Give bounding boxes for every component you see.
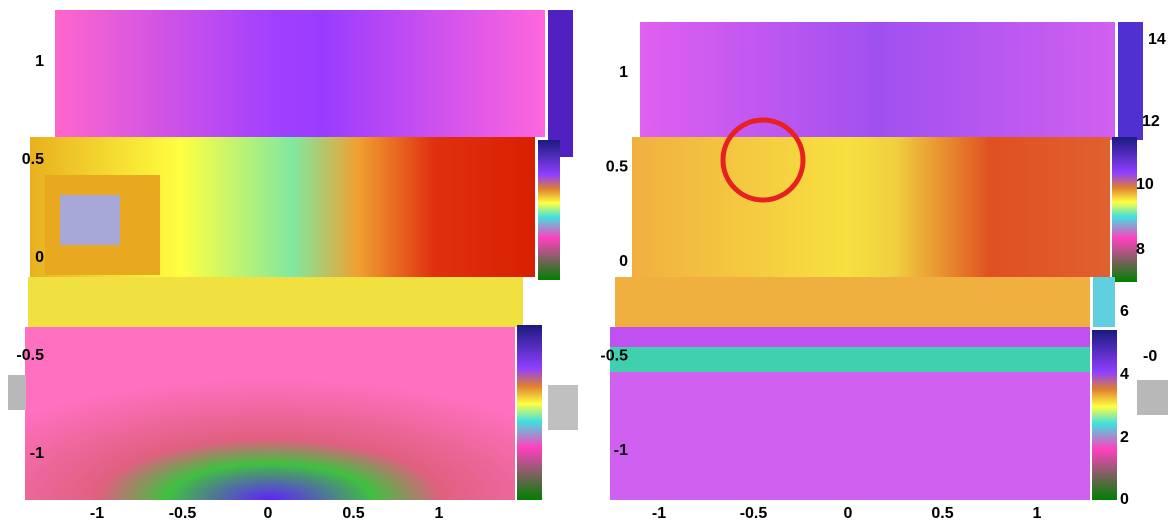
x-tick-label: 0.5 xyxy=(342,505,364,522)
gray-block xyxy=(1137,380,1168,415)
heatmap-band xyxy=(640,22,1115,140)
x-tick-label: -0.5 xyxy=(740,505,768,522)
y-tick-label: -0.5 xyxy=(600,348,628,365)
heatmap-band xyxy=(25,327,515,500)
y-tick-label: -1 xyxy=(30,445,44,462)
colorbar xyxy=(1093,277,1115,327)
x-tick-label: 1 xyxy=(1033,505,1042,522)
heatmap-band xyxy=(610,327,1090,347)
right-heatmap xyxy=(610,22,1168,500)
heatmap-band xyxy=(610,347,1090,372)
colorbar-tick-label: 8 xyxy=(1136,241,1145,258)
colorbar xyxy=(517,325,542,500)
heatmap-patch xyxy=(60,195,120,245)
heatmap-band xyxy=(615,277,1090,327)
x-tick-label: 0 xyxy=(844,505,853,522)
x-tick-label: -0.5 xyxy=(169,505,197,522)
colorbar-tick-label: 4 xyxy=(1120,366,1129,383)
x-tick-label: -1 xyxy=(652,505,666,522)
heatmap-band xyxy=(28,277,523,327)
colorbar-tick-label: 14 xyxy=(1148,31,1166,48)
x-tick-label: 1 xyxy=(435,505,444,522)
y-tick-label: 1 xyxy=(619,64,628,81)
colorbar xyxy=(548,10,573,157)
y-tick-label: -0.5 xyxy=(16,347,44,364)
y-tick-label: 0.5 xyxy=(606,159,628,176)
y-tick-label: 0 xyxy=(35,249,44,266)
colorbar xyxy=(1092,330,1117,500)
y-tick-label: -1 xyxy=(614,442,628,459)
colorbar-tick-label: 12 xyxy=(1142,113,1160,130)
y-tick-label: 0 xyxy=(619,253,628,270)
colorbar-tick-label: 10 xyxy=(1136,176,1154,193)
highlight-circle xyxy=(720,117,806,203)
colorbar-tick-label: -0 xyxy=(1143,348,1157,365)
x-tick-label: 0 xyxy=(264,505,273,522)
colorbar-tick-label: 0 xyxy=(1120,491,1129,508)
gray-block xyxy=(548,385,578,430)
x-tick-label: 0.5 xyxy=(931,505,953,522)
colorbar xyxy=(1112,137,1137,282)
colorbar xyxy=(538,140,560,280)
gray-block xyxy=(8,375,26,410)
left-heatmap xyxy=(8,10,578,500)
heatmap-band xyxy=(55,10,545,137)
colorbar xyxy=(1118,22,1143,140)
heatmap-band xyxy=(632,137,1110,277)
heatmap-band xyxy=(610,372,1090,500)
y-tick-label: 1 xyxy=(35,53,44,70)
x-tick-label: -1 xyxy=(90,505,104,522)
colorbar-tick-label: 2 xyxy=(1120,429,1129,446)
colorbar-tick-label: 6 xyxy=(1120,303,1129,320)
y-tick-label: 0.5 xyxy=(22,151,44,168)
